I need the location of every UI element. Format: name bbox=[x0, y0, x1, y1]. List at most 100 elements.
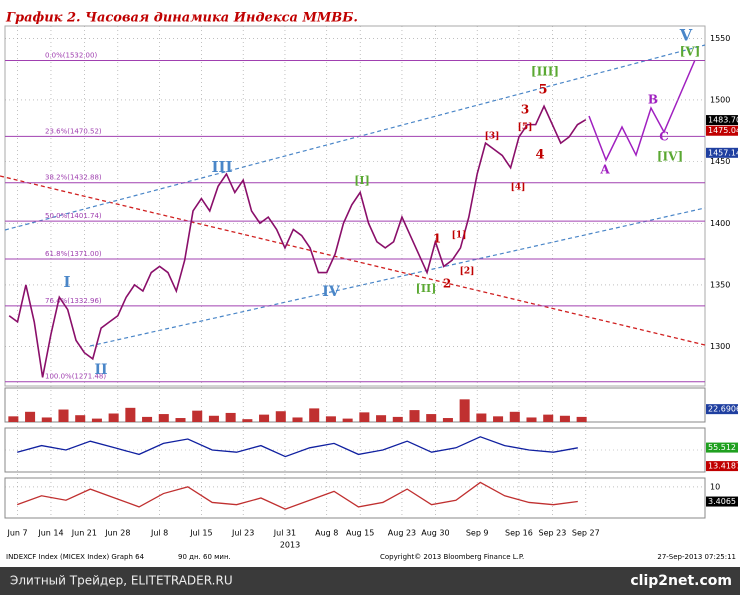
channel-line bbox=[89, 207, 706, 347]
indicator-bar bbox=[359, 412, 370, 422]
fib-label: 76.4%(1332.96) bbox=[45, 297, 102, 305]
indicator-bar bbox=[442, 418, 453, 422]
wave-label: IV bbox=[322, 284, 341, 300]
value-tag-label: 22.6906 bbox=[708, 405, 740, 414]
indicator-bar bbox=[459, 399, 470, 422]
indicator-bar bbox=[376, 415, 387, 422]
wave-label: [3] bbox=[485, 132, 500, 142]
footer-text: 90 дн. 60 мин. bbox=[178, 553, 231, 561]
indicator-bar bbox=[8, 416, 19, 422]
indicator-line bbox=[16, 481, 578, 510]
price-tag bbox=[706, 147, 738, 158]
price-tag-label: 1483.70 bbox=[708, 116, 740, 125]
fib-label: 61.8%(1371.00) bbox=[45, 250, 102, 258]
x-tick-label: Sep 27 bbox=[572, 529, 600, 538]
indicator-bar bbox=[259, 414, 270, 422]
wave-label: [4] bbox=[511, 183, 526, 193]
wave-label: [V] bbox=[680, 45, 701, 59]
fib-label: 0.0%(1532.00) bbox=[45, 52, 97, 60]
indicator-bar bbox=[325, 416, 336, 422]
footer-text: Copyright© 2013 Bloomberg Finance L.P. bbox=[380, 553, 524, 561]
footer-text: INDEXCF Index (MICEX Index) Graph 64 bbox=[6, 553, 145, 561]
indicator-bar bbox=[242, 419, 253, 422]
x-tick-label: Sep 9 bbox=[466, 529, 489, 538]
x-tick-label: Jun 14 bbox=[37, 529, 63, 538]
wave-label: I bbox=[63, 273, 70, 291]
wave-label: III bbox=[211, 158, 232, 176]
y-tick-label: 10 bbox=[710, 482, 720, 491]
x-tick-label: Aug 23 bbox=[388, 529, 416, 538]
fib-label: 23.6%(1470.52) bbox=[45, 127, 102, 135]
indicator-bar bbox=[225, 412, 236, 422]
chart-title: График 2. Часовая динамика Индекса ММВБ. bbox=[5, 11, 358, 26]
x-tick-label: Sep 16 bbox=[505, 529, 533, 538]
wave-label: B bbox=[648, 93, 658, 107]
indicator-line bbox=[17, 436, 578, 458]
indicator-bar bbox=[509, 411, 520, 422]
wave-label: V bbox=[679, 26, 693, 45]
price-tag-label: 1457.14 bbox=[708, 148, 740, 157]
background bbox=[0, 0, 740, 567]
bottom-bar bbox=[0, 567, 740, 595]
indicator-bar bbox=[426, 414, 437, 422]
indicator-bar bbox=[175, 418, 186, 422]
indicator-bar bbox=[192, 410, 203, 422]
x-tick-label: Aug 30 bbox=[421, 529, 449, 538]
indicator-bar bbox=[526, 417, 537, 422]
indicator-bar bbox=[125, 407, 136, 422]
indicator-bar bbox=[476, 413, 487, 422]
wave-label: [II] bbox=[416, 282, 437, 295]
indicator-bar bbox=[292, 417, 303, 422]
indicator-bar bbox=[208, 415, 219, 422]
x-tick-label: Jul 23 bbox=[231, 529, 254, 538]
x-axis-year: 2013 bbox=[280, 541, 300, 550]
wave-label: A bbox=[599, 163, 610, 177]
fib-label: 100.0%(1271.48) bbox=[45, 373, 106, 381]
indicator-bar bbox=[142, 416, 153, 422]
wave-label: II bbox=[94, 362, 107, 378]
x-tick-label: Jun 28 bbox=[104, 529, 130, 538]
projection-path bbox=[588, 59, 696, 162]
wave-label: 1 bbox=[433, 232, 441, 246]
indicator-bar bbox=[91, 418, 102, 422]
indicator-bar bbox=[342, 418, 353, 422]
x-tick-label: Aug 15 bbox=[346, 529, 374, 538]
plot-frame bbox=[4, 25, 706, 387]
wave-label: 3 bbox=[521, 103, 529, 117]
x-tick-label: Jun 21 bbox=[71, 529, 97, 538]
wave-label: 2 bbox=[443, 277, 451, 291]
value-tag bbox=[706, 442, 738, 453]
indicator-bar bbox=[493, 416, 504, 422]
value-tag bbox=[706, 496, 738, 507]
indicator-bar bbox=[576, 416, 587, 422]
value-tag-label: 3.4065 bbox=[708, 497, 736, 506]
wave-label: [IV] bbox=[657, 150, 683, 164]
price-line bbox=[8, 104, 587, 378]
wave-label: [1] bbox=[452, 231, 467, 241]
wave-label: [III] bbox=[531, 65, 559, 79]
wave-label: [I] bbox=[354, 174, 370, 187]
x-tick-label: Jun 7 bbox=[6, 529, 27, 538]
indicator-panel bbox=[4, 477, 706, 519]
indicator-bar bbox=[543, 414, 554, 422]
indicator-bar bbox=[409, 410, 420, 422]
x-tick-label: Jul 31 bbox=[273, 529, 296, 538]
x-tick-label: Jul 15 bbox=[189, 529, 212, 538]
indicator-panel bbox=[4, 387, 706, 423]
fib-label: 38.2%(1432.88) bbox=[45, 174, 102, 182]
y-tick-label: 1450 bbox=[710, 157, 730, 166]
y-tick-label: 1350 bbox=[710, 280, 730, 289]
value-tag bbox=[706, 404, 738, 415]
indicator-bar bbox=[559, 415, 570, 422]
wave-label: 5 bbox=[538, 83, 547, 98]
wave-label: [2] bbox=[460, 267, 475, 277]
wave-label: C bbox=[659, 130, 669, 144]
source-text: Элитный Трейдер, ELITETRADER.RU bbox=[10, 574, 233, 588]
price-tag-label: 1475.04 bbox=[708, 126, 740, 135]
indicator-bar bbox=[392, 416, 403, 422]
value-tag bbox=[706, 461, 738, 472]
wave-label: [5] bbox=[518, 123, 533, 133]
channel-line bbox=[4, 44, 706, 231]
value-tag-label: 55.512 bbox=[708, 443, 736, 452]
